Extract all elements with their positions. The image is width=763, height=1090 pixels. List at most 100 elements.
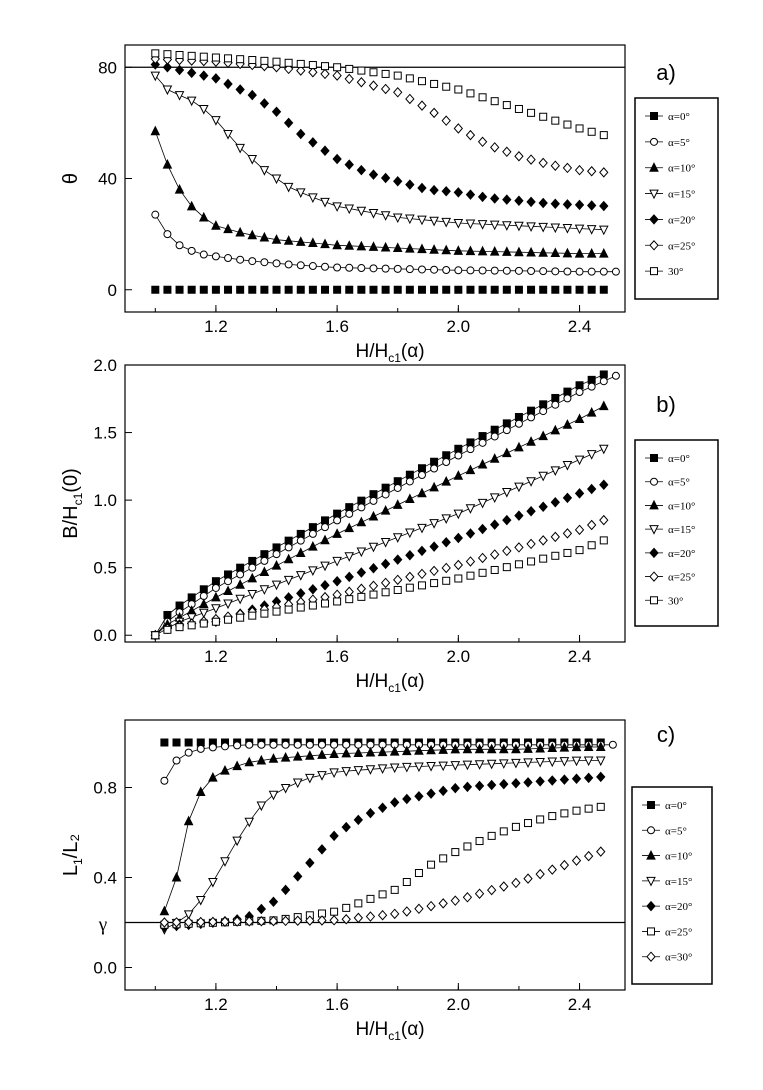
data-point <box>368 208 379 219</box>
data-point <box>596 846 606 857</box>
data-point <box>547 775 557 786</box>
data-point <box>499 778 509 790</box>
series-line <box>164 744 613 782</box>
data-point <box>187 51 196 60</box>
data-point <box>381 490 390 499</box>
data-point <box>224 285 233 294</box>
data-point <box>271 580 282 591</box>
x-tick-label: 1.6 <box>325 647 349 666</box>
data-point <box>329 915 339 926</box>
data-point <box>344 522 355 533</box>
legend-item: α=25° <box>645 240 695 252</box>
data-point <box>430 579 439 588</box>
data-point <box>587 267 596 276</box>
legend-item: α=30° <box>642 951 692 964</box>
data-point <box>247 155 258 165</box>
data-point <box>224 254 233 263</box>
data-point <box>305 857 315 869</box>
data-point <box>611 267 620 276</box>
data-point <box>502 447 512 458</box>
data-point <box>429 244 439 254</box>
data-point <box>551 267 560 276</box>
data-point <box>368 580 379 592</box>
data-point <box>526 222 536 232</box>
data-point <box>259 566 270 577</box>
data-point <box>281 740 290 749</box>
series-line <box>154 75 604 231</box>
data-point <box>187 246 196 255</box>
data-point <box>586 166 597 177</box>
data-point <box>260 285 269 294</box>
data-point <box>211 285 220 294</box>
data-point <box>527 108 536 117</box>
data-point <box>489 493 500 504</box>
data-point <box>390 908 400 920</box>
data-point <box>442 82 451 91</box>
data-point <box>284 260 293 269</box>
data-point <box>538 197 548 209</box>
data-point <box>186 605 197 615</box>
legend-label: α=10° <box>665 851 692 863</box>
data-point <box>524 819 533 828</box>
series-10 <box>159 741 606 916</box>
data-point <box>487 831 496 840</box>
data-point <box>183 815 194 826</box>
data-point <box>199 70 209 81</box>
data-point <box>292 751 303 761</box>
data-point <box>405 477 414 486</box>
x-axis-label-tail: (α) <box>401 671 425 692</box>
data-point <box>295 571 306 581</box>
data-point <box>333 516 342 525</box>
data-point <box>175 241 184 250</box>
data-point <box>611 371 620 380</box>
data-point <box>248 611 257 620</box>
data-point <box>527 285 536 294</box>
data-point <box>586 247 597 258</box>
data-point <box>535 776 545 787</box>
data-point <box>453 559 464 571</box>
data-point <box>599 200 609 212</box>
data-point <box>232 836 242 847</box>
data-point <box>305 740 314 749</box>
legend-marker <box>649 162 659 172</box>
data-point <box>175 51 184 60</box>
data-point <box>208 743 217 752</box>
legend-item: α=15° <box>645 189 695 201</box>
legend-label: α=0° <box>668 453 690 465</box>
data-point <box>502 545 512 557</box>
series-15 <box>150 444 609 641</box>
data-point <box>417 285 426 294</box>
data-point <box>259 585 270 595</box>
data-point <box>293 915 303 927</box>
data-point <box>163 285 172 294</box>
data-point <box>551 400 560 409</box>
data-point <box>586 406 597 417</box>
data-point <box>417 77 426 86</box>
data-point <box>223 599 233 610</box>
data-point <box>184 738 193 747</box>
data-point <box>211 220 221 230</box>
data-point <box>550 466 561 477</box>
data-point <box>595 756 606 767</box>
data-point <box>477 552 488 564</box>
data-point <box>486 759 497 770</box>
data-point <box>357 66 366 75</box>
data-point <box>380 577 391 589</box>
data-point <box>393 477 402 486</box>
data-point <box>563 285 572 294</box>
data-point <box>220 857 230 867</box>
data-point <box>490 565 499 574</box>
data-point <box>511 743 521 754</box>
legend-item: α=25° <box>642 926 692 938</box>
data-point <box>380 538 391 548</box>
data-point <box>429 541 439 552</box>
data-point <box>332 556 342 567</box>
data-point <box>514 150 524 162</box>
y-axis-label-main: B/H <box>60 505 82 538</box>
legend-item: α=10° <box>645 499 695 512</box>
data-point <box>320 68 330 80</box>
data-point <box>392 533 403 543</box>
data-point <box>574 413 585 424</box>
legend-label: 30° <box>668 266 683 278</box>
data-point <box>308 285 317 294</box>
